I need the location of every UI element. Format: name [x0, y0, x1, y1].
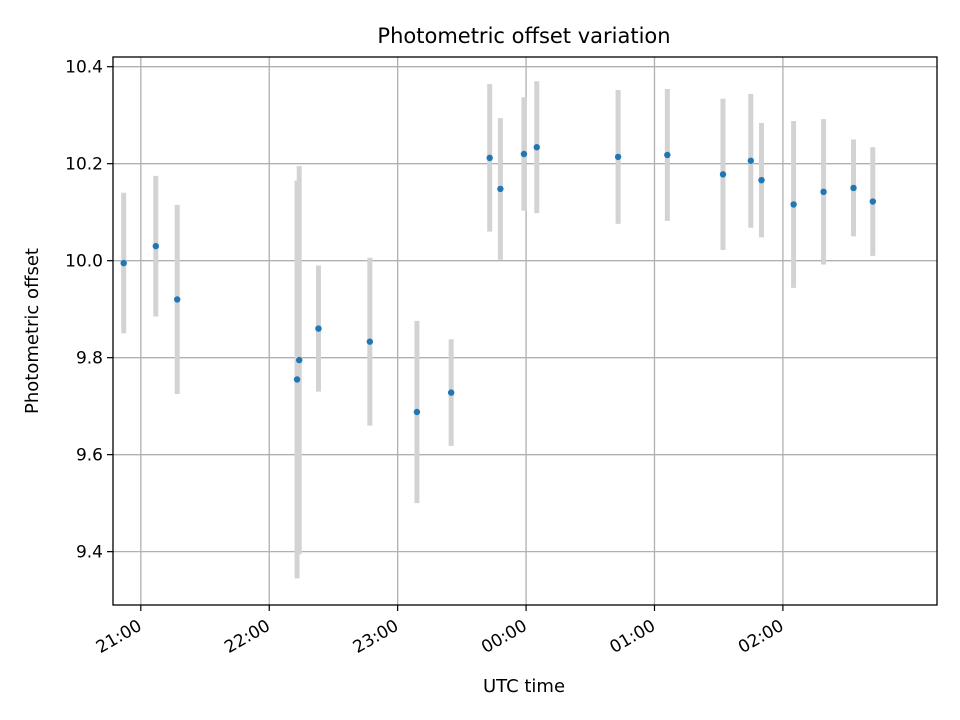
data-point — [758, 176, 765, 184]
data-point — [296, 356, 303, 364]
grid-lines — [113, 57, 937, 605]
data-point — [820, 188, 827, 196]
chart-title: Photometric offset variation — [377, 24, 670, 48]
data-point — [520, 150, 528, 158]
data-point — [497, 185, 504, 193]
data-point — [664, 151, 671, 159]
data-points — [120, 144, 876, 416]
plot-frame — [112, 56, 938, 606]
data-point — [747, 157, 754, 164]
data-point — [174, 296, 181, 303]
y-axis-ticks: 9.4 9.6 9.8 10.0 10.2 10.4 — [65, 58, 113, 563]
data-point — [366, 338, 374, 345]
data-point — [869, 198, 876, 205]
data-point — [293, 376, 301, 383]
data-point — [850, 184, 857, 192]
data-point — [533, 144, 540, 151]
y-tick-label: 9.6 — [76, 446, 103, 466]
data-point — [447, 389, 455, 396]
data-point — [152, 242, 160, 250]
y-tick-label: 10.4 — [65, 58, 103, 78]
y-tick-label: 9.4 — [76, 543, 103, 563]
data-point — [790, 201, 797, 208]
data-point — [719, 171, 727, 178]
data-point — [486, 154, 493, 162]
data-point — [614, 153, 622, 161]
data-point — [413, 408, 421, 416]
y-tick-label: 10.0 — [65, 252, 103, 272]
data-point — [120, 259, 127, 267]
y-axis-label: Photometric offset — [22, 248, 43, 414]
data-point — [315, 325, 322, 332]
y-tick-label: 9.8 — [76, 349, 103, 369]
y-tick-label: 10.2 — [65, 155, 103, 175]
x-axis-label: UTC time — [483, 676, 565, 697]
